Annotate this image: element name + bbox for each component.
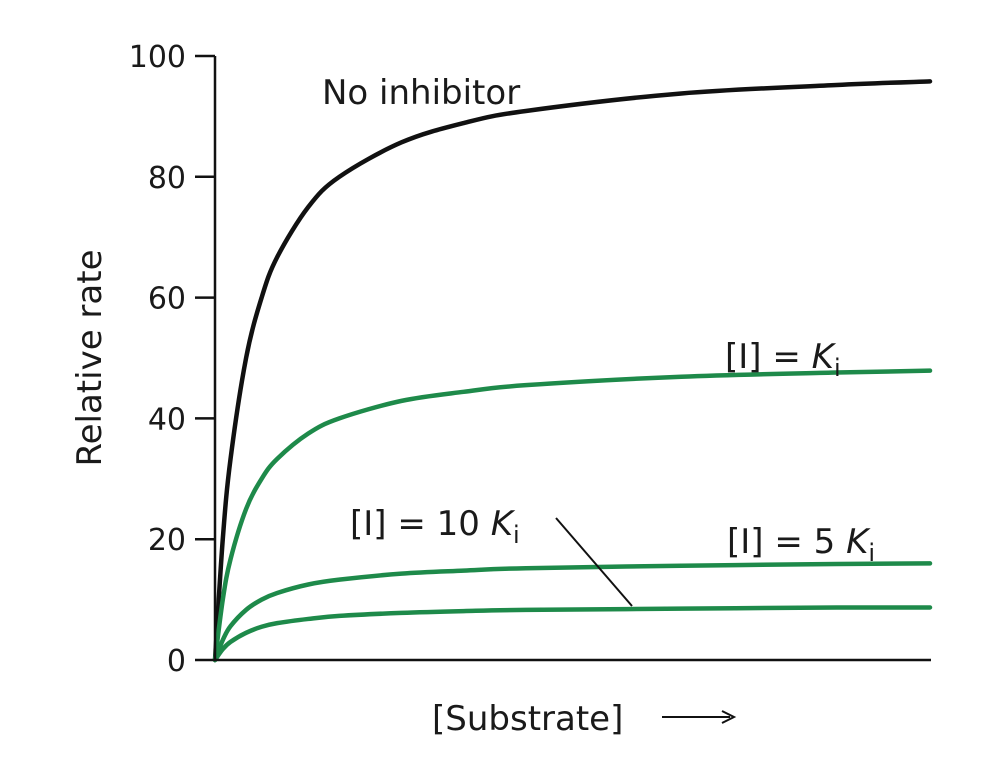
y-tick-label: 60 — [148, 282, 186, 317]
series-line-1 — [212, 368, 933, 663]
leader-line-10ki — [555, 517, 633, 607]
series-label-ki: [I] = Ki — [725, 337, 841, 382]
y-tick-label: 20 — [148, 523, 186, 558]
series-line-0 — [212, 79, 933, 663]
series-label-no-inhibitor: No inhibitor — [322, 73, 520, 113]
y-axis-label: Relative rate — [70, 250, 110, 467]
series-line-2 — [212, 561, 933, 663]
series-label-5ki: [I] = 5 Ki — [727, 522, 875, 567]
x-axis-label: [Substrate] — [432, 699, 623, 739]
y-tick-label: 100 — [129, 40, 186, 75]
series-label-10ki: [I] = 10 Ki — [350, 504, 520, 549]
y-tick-label: 0 — [167, 644, 186, 679]
x-axis-arrow-icon — [662, 710, 737, 724]
y-tick-label: 40 — [148, 402, 186, 437]
series-line-3 — [212, 605, 933, 663]
y-tick-label: 80 — [148, 161, 186, 196]
